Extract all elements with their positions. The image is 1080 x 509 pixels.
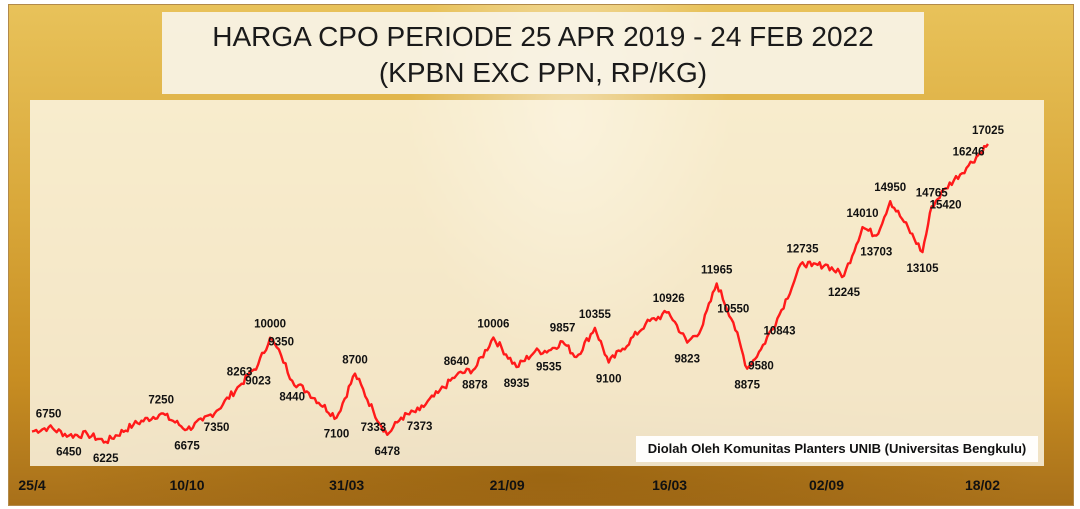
data-label: 12245 <box>828 287 861 299</box>
data-label: 9823 <box>674 354 700 366</box>
x-tick-label: 31/03 <box>329 477 364 493</box>
series-line <box>31 143 989 445</box>
title-box: HARGA CPO PERIODE 25 APR 2019 - 24 FEB 2… <box>162 12 924 94</box>
data-label: 6675 <box>174 440 200 452</box>
data-label: 10926 <box>653 293 685 305</box>
data-label: 14950 <box>874 182 906 194</box>
x-tick-label: 25/4 <box>18 477 45 493</box>
data-label: 6750 <box>36 408 62 420</box>
x-tick-label: 18/02 <box>965 477 1000 493</box>
data-label: 10550 <box>717 304 749 316</box>
x-tick-label: 16/03 <box>652 477 687 493</box>
data-label: 9350 <box>268 337 294 349</box>
source-note: Diolah Oleh Komunitas Planters UNIB (Uni… <box>636 436 1038 462</box>
data-label: 7350 <box>204 422 230 434</box>
data-label: 6225 <box>93 453 119 465</box>
data-label: 8440 <box>279 392 305 404</box>
data-label: 9580 <box>748 360 774 372</box>
data-label: 8935 <box>504 378 530 390</box>
data-label: 11965 <box>701 265 733 277</box>
data-label: 15420 <box>930 199 962 211</box>
data-label: 14765 <box>916 187 949 199</box>
data-label: 9535 <box>536 362 562 374</box>
data-label: 10000 <box>254 319 286 331</box>
x-axis-tick-labels: 25/4 10/10 31/03 21/09 16/03 02/09 18/02 <box>18 477 1000 493</box>
data-label: 10843 <box>764 326 796 338</box>
data-label: 9100 <box>596 374 622 386</box>
chart-subtitle: (KPBN EXC PPN, RP/KG) <box>378 57 708 88</box>
data-label: 8878 <box>462 380 488 392</box>
data-label: 14010 <box>847 208 879 220</box>
data-label: 8700 <box>342 355 368 367</box>
data-label: 12735 <box>787 243 820 255</box>
data-label: 8263 <box>227 367 253 379</box>
plot-panel <box>30 100 1044 466</box>
data-label: 7100 <box>324 429 350 441</box>
x-tick-label: 02/09 <box>809 477 844 493</box>
data-label: 13105 <box>907 263 940 275</box>
data-label: 16246 <box>953 147 985 159</box>
x-tick-label: 10/10 <box>169 477 204 493</box>
data-label: 17025 <box>972 125 1005 137</box>
data-label: 7333 <box>361 422 387 434</box>
data-label: 13703 <box>860 247 892 259</box>
data-label: 9023 <box>245 376 271 388</box>
data-label: 10355 <box>579 309 612 321</box>
data-label: 8875 <box>734 380 760 392</box>
data-label: 6450 <box>56 447 82 459</box>
line-layer <box>31 143 989 445</box>
x-tick-label: 21/09 <box>490 477 525 493</box>
data-label: 7373 <box>407 421 433 433</box>
data-label: 10006 <box>477 319 509 331</box>
chart-title: HARGA CPO PERIODE 25 APR 2019 - 24 FEB 2… <box>212 21 874 52</box>
data-label: 9857 <box>550 323 576 335</box>
data-label: 8640 <box>444 356 470 368</box>
data-label: 7250 <box>148 395 174 407</box>
data-label: 6478 <box>375 446 401 458</box>
